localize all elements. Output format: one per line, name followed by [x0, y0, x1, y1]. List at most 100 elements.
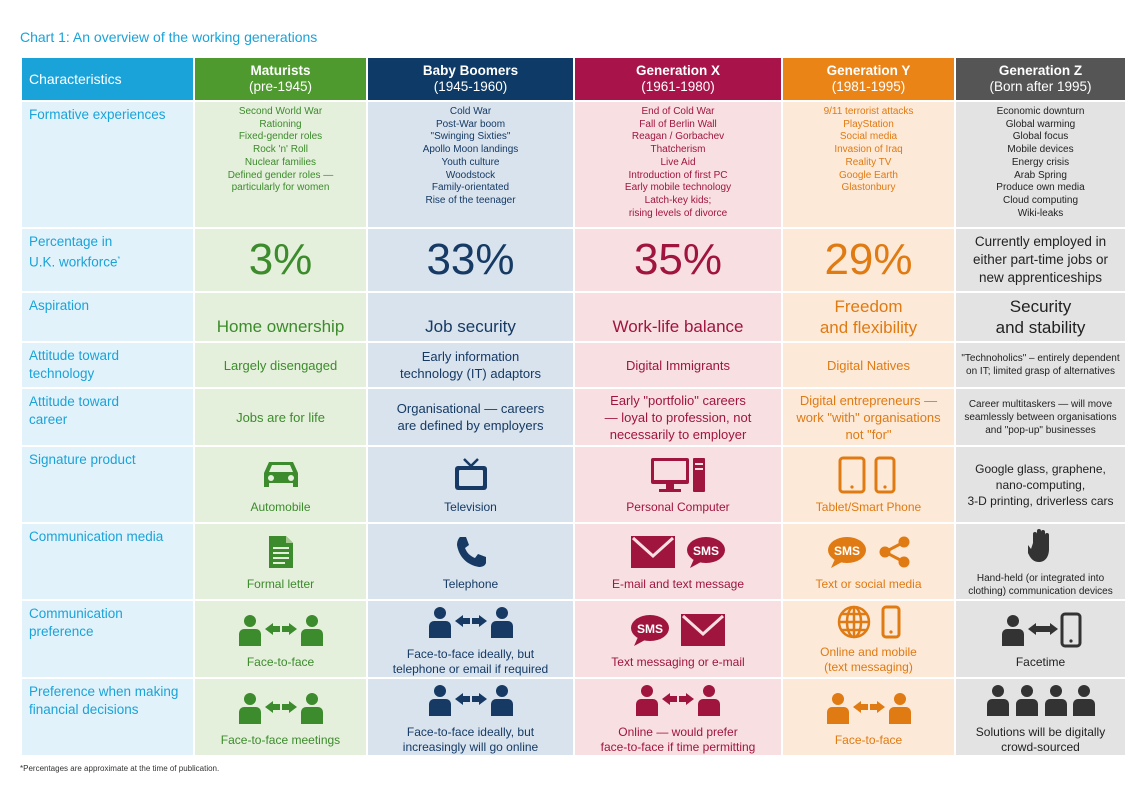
icon-caption: Television — [444, 500, 497, 514]
aspiration-maturists: Home ownership — [193, 291, 368, 343]
list-item: Apollo Moon landings — [422, 144, 519, 156]
sms-bubble-icon: SMS — [827, 537, 866, 568]
list-item: rising levels of divorce — [628, 207, 728, 219]
list-item: Rationing — [259, 118, 302, 130]
label-line: financial decisions — [29, 702, 139, 717]
envelope-icon — [631, 536, 675, 568]
aspiration-boomers: Job security — [366, 291, 575, 343]
row-label: Communication media — [20, 522, 195, 601]
formative-genz: Economic downturn Global warming Global fo… — [954, 100, 1127, 229]
list-item: Fall of Berlin Wall — [639, 118, 717, 130]
header-name: Generation Z — [998, 63, 1083, 78]
header-years: (pre-1945) — [248, 79, 313, 94]
label-line: preference — [29, 624, 94, 639]
text-line: Early "portfolio" careers — [610, 392, 746, 408]
sms-label: SMS — [637, 622, 663, 636]
list-item: Produce own media — [996, 182, 1085, 194]
generations-table: Characteristics Maturists (pre-1945) Baby… — [20, 56, 1127, 757]
header-years: (Born after 1995) — [989, 79, 1092, 94]
list-item: "Swinging Sixties" — [430, 131, 511, 143]
text-line: Currently employed in — [974, 234, 1107, 249]
formative-boomers: Cold War Post-War boom "Swinging Sixties" A… — [366, 100, 575, 229]
row-label: Attitude toward technology — [20, 341, 195, 389]
icon-caption: Solutions will be digitally crowd-sourced — [957, 725, 1124, 754]
technology-genz: "Technoholics" – entirely dependent on IT… — [954, 341, 1127, 389]
list-item: Rock 'n' Roll — [253, 144, 308, 156]
financial-geny: Face-to-face — [781, 677, 956, 757]
share-icon — [879, 536, 909, 568]
career-geny: Digital entrepreneurs — work "with" organ… — [781, 387, 956, 447]
product-genx: Personal Computer — [573, 445, 783, 524]
product-genz: Google glass, graphene, nano-computing, 3-… — [954, 445, 1127, 524]
row-label: Attitude toward career — [20, 387, 195, 447]
formative-genx: End of Cold War Fall of Berlin Wall Reagan… — [573, 100, 783, 229]
technology-geny: Digital Natives — [781, 341, 956, 389]
icon-caption: Facetime — [1015, 654, 1066, 669]
text-line: Solutions will be digitally — [975, 725, 1106, 739]
text-line: Career multitaskers — will move — [968, 398, 1113, 410]
text-line: not "for" — [845, 426, 892, 442]
row-product: Signature product Automobile Television … — [20, 445, 1127, 524]
icon-caption: Face-to-face — [834, 732, 903, 747]
list-item: PlayStation — [843, 118, 894, 130]
text-line: necessarily to employer — [609, 426, 747, 442]
list-item: Energy crisis — [1011, 156, 1070, 168]
technology-boomers: Early information technology (IT) adaptor… — [366, 341, 575, 389]
header-geny: Generation Y (1981-1995) — [781, 56, 956, 102]
list-item: Second World War — [238, 106, 323, 117]
row-media: Communication media Formal letter Teleph… — [20, 522, 1127, 601]
icon-caption: Tablet/Smart Phone — [815, 500, 922, 514]
list-item: Cold War — [449, 106, 492, 117]
icon-caption: Online — would prefer face-to-face if tim… — [576, 725, 780, 754]
text-line: Early information — [421, 349, 520, 364]
text-line: Face-to-face ideally, but — [406, 647, 535, 661]
icon-caption: Hand-held (or integrated into clothing) c… — [957, 572, 1124, 598]
list-item: Family-orientated — [431, 182, 510, 194]
face-to-face-icon — [826, 692, 911, 724]
television-icon — [454, 458, 487, 490]
smartphone-icon — [881, 605, 900, 639]
icon-caption: E-mail and text message — [611, 577, 745, 591]
media-geny: SMS Text or social media — [781, 522, 956, 601]
envelope-icon — [681, 613, 725, 646]
product-geny: Tablet/Smart Phone — [781, 445, 956, 524]
list-item: End of Cold War — [641, 106, 715, 117]
list-item: Woodstock — [445, 169, 496, 181]
financial-maturists: Face-to-face meetings — [193, 677, 368, 757]
header-maturists: Maturists (pre-1945) — [193, 56, 368, 102]
row-technology: Attitude toward technology Largely diseng… — [20, 341, 1127, 389]
percentage-genz: Currently employed in either part-time jo… — [954, 227, 1127, 293]
text-line: on IT; limited grasp of alternatives — [966, 366, 1115, 377]
row-percentage: Percentage in U.K. workforce* 3% 33% 35% … — [20, 227, 1127, 293]
sms-bubble-icon: SMS — [687, 537, 725, 568]
aspiration-geny: Freedom and flexibility — [781, 291, 956, 343]
label-line: Percentage in — [29, 234, 113, 249]
text-line: face-to-face if time permitting — [600, 740, 756, 754]
list-item: Latch-key kids; — [644, 194, 712, 206]
product-maturists: Automobile — [193, 445, 368, 524]
text-line: (text messaging) — [824, 660, 913, 674]
icon-caption: Telephone — [442, 577, 499, 591]
list-item: Economic downturn — [996, 106, 1085, 117]
header-years: (1945-1960) — [433, 79, 508, 94]
row-label: Communication preference — [20, 599, 195, 679]
list-item: Cloud computing — [1002, 194, 1079, 206]
header-name: Generation X — [635, 63, 721, 78]
list-item: particularly for women — [231, 182, 330, 194]
text-line: and flexibility — [819, 318, 918, 337]
formative-maturists: Second World War Rationing Fixed-gender ro… — [193, 100, 368, 229]
header-genx: Generation X (1961-1980) — [573, 56, 783, 102]
financial-genx: Online — would prefer face-to-face if tim… — [573, 677, 783, 757]
icon-caption: Automobile — [250, 500, 311, 514]
face-to-face-icon — [238, 692, 323, 724]
list-item: Glastonbury — [841, 182, 896, 194]
preference-boomers: Face-to-face ideally, but telephone or em… — [366, 599, 575, 679]
header-name: Generation Y — [826, 63, 911, 78]
header-characteristics: Characteristics — [20, 56, 195, 102]
list-item: Defined gender roles — — [227, 169, 334, 181]
text-line: crowd-sourced — [1001, 740, 1080, 754]
text-line: Security — [1009, 297, 1072, 316]
text-line: 3-D printing, driverless cars — [967, 493, 1114, 508]
icon-caption: Text messaging or e-mail — [611, 654, 745, 669]
list-item: Youth culture — [441, 156, 500, 168]
